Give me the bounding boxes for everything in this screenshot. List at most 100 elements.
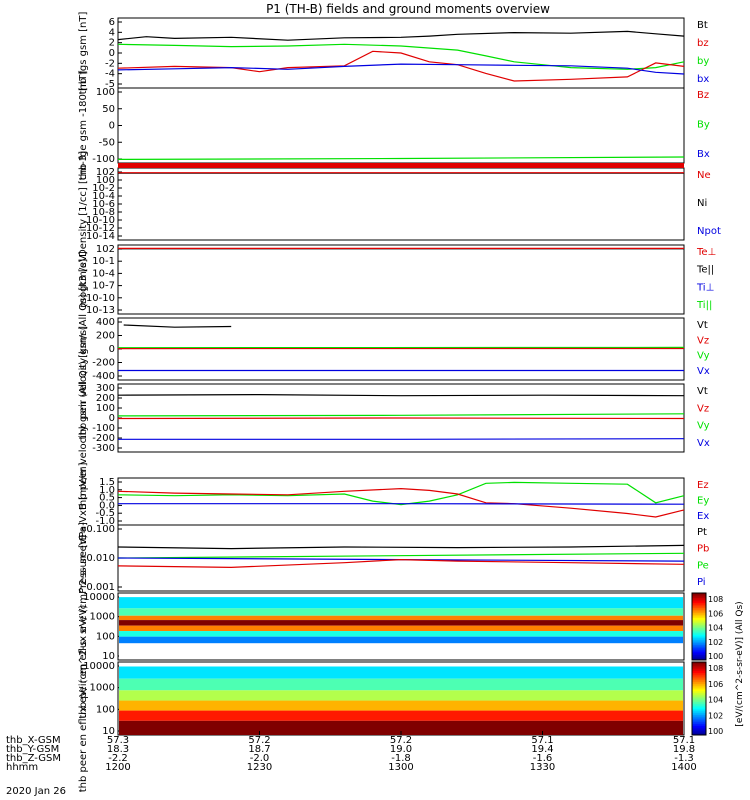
panel-frame bbox=[117, 592, 685, 661]
y-tick-label: -200 bbox=[92, 358, 115, 369]
colorbar-tick: 104 bbox=[708, 696, 723, 705]
colorbar-tick: 102 bbox=[708, 711, 723, 720]
legend-Pb: Pb bbox=[697, 544, 709, 555]
panel-frame bbox=[117, 87, 685, 164]
x-tick-x: 57.2 bbox=[248, 735, 270, 746]
legend-Vx: Vx bbox=[697, 438, 710, 449]
colorbar-cell bbox=[692, 689, 706, 692]
y-tick-label: 10-1 bbox=[92, 256, 115, 267]
colorbar-cell bbox=[692, 705, 706, 709]
colorbar-cell bbox=[692, 702, 706, 705]
y-axis-label: thb peir en eflux eV/ (cm^2-s- sr-eV) bbox=[78, 534, 89, 718]
colorbar-cell bbox=[692, 658, 706, 661]
colorbar-cell bbox=[692, 641, 706, 644]
series-bz bbox=[117, 50, 685, 82]
legend-Te⊥: Te⊥ bbox=[696, 247, 716, 258]
y-tick-label: 10-10 bbox=[86, 215, 115, 226]
colorbar-cell bbox=[692, 608, 706, 611]
colorbar-cell bbox=[692, 646, 706, 649]
colorbar-cell bbox=[692, 634, 706, 638]
x-tick-hhmm: 1300 bbox=[388, 762, 413, 773]
legend-Ti⊥: Ti⊥ bbox=[696, 282, 714, 293]
colorbar-cell bbox=[692, 626, 706, 629]
x-tick-x: 57.1 bbox=[531, 735, 553, 746]
colorbar-cell bbox=[692, 722, 706, 725]
legend-Ez: Ez bbox=[697, 480, 709, 491]
series-Vz bbox=[117, 417, 685, 420]
x-tick-y: 18.3 bbox=[107, 744, 129, 755]
y-axis-label: thb fge gsm -180 [nT] bbox=[78, 71, 89, 181]
legend-Npot: Npot bbox=[697, 226, 721, 237]
colorbar-frame bbox=[691, 661, 707, 736]
y-axis-label: Density [1/cc] [cm-3] bbox=[78, 151, 89, 257]
x-tick-z: -1.3 bbox=[674, 753, 694, 764]
legend-Vy: Vy bbox=[697, 351, 710, 362]
x-row-label: thb_Y-GSM bbox=[6, 744, 59, 755]
colorbar-cell bbox=[692, 698, 706, 701]
legend-Ni: Ni bbox=[697, 198, 707, 209]
legend-Vt: Vt bbox=[697, 320, 708, 331]
series-Ez bbox=[117, 487, 685, 518]
y-tick-label: 10-4 bbox=[92, 191, 115, 202]
legend-Bz: Bz bbox=[697, 90, 709, 101]
colorbar-cell bbox=[692, 621, 706, 624]
heatmap-band bbox=[119, 678, 683, 691]
heatmap-band bbox=[119, 615, 683, 621]
series-Vt bbox=[123, 324, 232, 328]
heatmap-band bbox=[119, 608, 683, 616]
x-tick-hhmm: 1200 bbox=[105, 762, 130, 773]
colorbar-cell bbox=[692, 599, 706, 602]
colorbar-tick: 106 bbox=[708, 680, 723, 689]
y-tick-label: 10 bbox=[102, 651, 115, 662]
x-tick-z: -1.6 bbox=[533, 753, 553, 764]
y-tick-label: -400 bbox=[92, 371, 115, 382]
y-tick-label: 0 bbox=[109, 344, 115, 355]
y-tick-label: -200 bbox=[92, 433, 115, 444]
x-tick-x: 57.3 bbox=[107, 735, 129, 746]
y-tick-label: 400 bbox=[96, 317, 115, 328]
y-tick-label: 10 bbox=[102, 726, 115, 737]
y-tick-label: 0.5 bbox=[99, 493, 115, 504]
colorbar-cell bbox=[692, 653, 706, 656]
date-label: 2020 Jan 26 bbox=[6, 786, 66, 797]
y-tick-label: 102 bbox=[96, 244, 115, 255]
y-tick-label: 10-8 bbox=[92, 207, 115, 218]
x-tick-z: -2.2 bbox=[108, 753, 128, 764]
colorbar-cell bbox=[692, 598, 706, 601]
colorbar-cell bbox=[692, 651, 706, 654]
x-row-label: thb_Z-GSM bbox=[6, 753, 61, 764]
colorbar-cell bbox=[692, 633, 706, 636]
colorbar-cell bbox=[692, 654, 706, 658]
y-axis-label: thb fgs gsm [nT] bbox=[78, 12, 89, 95]
legend-Vz: Vz bbox=[697, 403, 709, 414]
y-tick-label: 0.100 bbox=[86, 524, 115, 535]
colorbar-tick: 104 bbox=[708, 624, 723, 633]
colorbar-cell bbox=[692, 648, 706, 651]
legend-by: by bbox=[697, 56, 709, 67]
colorbar-label: [eV/(cm^2-s-sr-eV)] (All Qs) bbox=[735, 601, 745, 726]
legend-Vt: Vt bbox=[697, 386, 708, 397]
panel-peir_eflux: 10000 1000 100 10 thb peir en eflux eV/ (cm^… bbox=[78, 534, 685, 719]
colorbar-tick: 108 bbox=[708, 664, 723, 673]
y-tick-label: -5 bbox=[105, 79, 115, 90]
y-axis-label: thb peer en eflux eV/ (cm^2-s- sr-eV) bbox=[78, 605, 89, 793]
colorbar-cell bbox=[692, 725, 706, 729]
colorbar-cell bbox=[692, 636, 706, 639]
y-tick-label: 10-13 bbox=[86, 305, 115, 316]
y-tick-label: 0 bbox=[109, 121, 115, 132]
y-tick-label: 10-6 bbox=[92, 199, 115, 210]
series-Bt bbox=[117, 30, 685, 41]
y-tick-label: 200 bbox=[96, 393, 115, 404]
legend-Te||: Te|| bbox=[696, 265, 714, 276]
heatmap-band bbox=[119, 636, 683, 644]
x-tick-z: -2.0 bbox=[250, 753, 270, 764]
colorbar-tick: 100 bbox=[708, 652, 723, 661]
legend-Ex: Ex bbox=[697, 511, 709, 522]
colorbar-cell bbox=[692, 606, 706, 609]
y-tick-label: 0.0 bbox=[99, 500, 115, 511]
x-tick-hhmm: 1330 bbox=[530, 762, 555, 773]
y-tick-label: -100 bbox=[92, 423, 115, 434]
colorbar-tick: 102 bbox=[708, 638, 723, 647]
series-Pb bbox=[117, 558, 685, 569]
colorbar-cell bbox=[692, 693, 706, 696]
